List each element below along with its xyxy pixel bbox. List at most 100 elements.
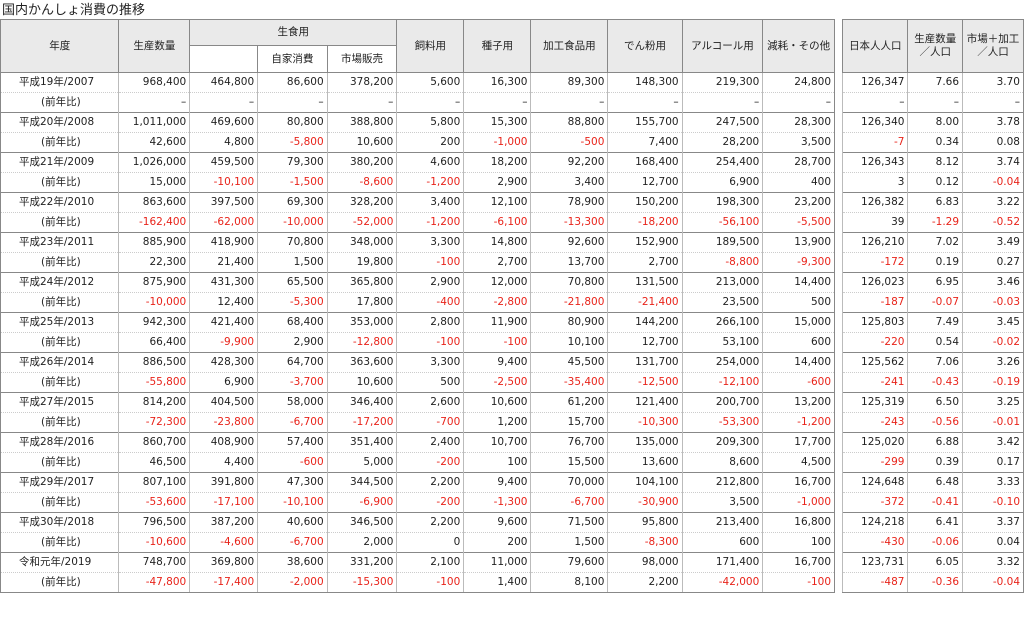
- header-food-self: 自家消費: [257, 45, 328, 73]
- cell-population: -187: [842, 292, 909, 313]
- cell-food-market: -17,200: [326, 412, 398, 433]
- cell-population: 126,023: [842, 272, 909, 293]
- table-row-diff: (前年比) -47,800 -17,400 -2,000 -15,300 -100 1,40…: [0, 572, 1024, 593]
- cell-alcohol: 247,500: [681, 112, 764, 133]
- cell-feed: 5,800: [396, 112, 465, 133]
- cell-food-market: 380,200: [326, 152, 398, 173]
- cell-seed: -1,000: [463, 132, 532, 153]
- cell-population: -172: [842, 252, 909, 273]
- cell-processed: 89,300: [530, 72, 609, 93]
- cell-loss: 16,700: [762, 472, 836, 493]
- cell-processed: 45,500: [530, 352, 609, 373]
- cell-seed: -100: [463, 332, 532, 353]
- cell-seed: 9,600: [463, 512, 532, 533]
- year-cell: 平成24年/2012: [0, 272, 120, 293]
- cell-market-per-cap: –: [962, 92, 1024, 113]
- cell-seed: 16,300: [463, 72, 532, 93]
- cell-food-market: 378,200: [326, 72, 398, 93]
- cell-market-per-cap: 0.08: [962, 132, 1024, 153]
- cell-food-market: 328,200: [326, 192, 398, 213]
- cell-processed: 3,400: [530, 172, 609, 193]
- cell-alcohol: 600: [681, 532, 764, 553]
- cell-alcohol: 189,500: [681, 232, 764, 253]
- cell-feed: 2,200: [396, 512, 465, 533]
- cell-population: -372: [842, 492, 909, 513]
- cell-alcohol: –: [681, 92, 764, 113]
- cell-population: 123,731: [842, 552, 909, 573]
- cell-prod-per-cap: -0.56: [907, 412, 964, 433]
- cell-market-per-cap: -0.04: [962, 172, 1024, 193]
- cell-starch: 131,700: [607, 352, 683, 373]
- cell-processed: 15,700: [530, 412, 609, 433]
- table-row-diff: (前年比) 66,400 -9,900 2,900 -12,800 -100 -100 10,…: [0, 332, 1024, 353]
- cell-alcohol: 212,800: [681, 472, 764, 493]
- cell-feed: 0: [396, 532, 465, 553]
- cell-food-total: -10,100: [189, 172, 259, 193]
- cell-food-total: 4,800: [189, 132, 259, 153]
- cell-seed: 9,400: [463, 472, 532, 493]
- cell-food-self: 2,900: [257, 332, 328, 353]
- cell-food-market: 331,200: [326, 552, 398, 573]
- cell-feed: 3,400: [396, 192, 465, 213]
- cell-feed: -700: [396, 412, 465, 433]
- cell-production: 942,300: [118, 312, 191, 333]
- header-market-per-cap: 市場＋加工 ／人口: [962, 19, 1024, 73]
- cell-seed: 14,800: [463, 232, 532, 253]
- cell-feed: -100: [396, 252, 465, 273]
- cell-seed: -2,500: [463, 372, 532, 393]
- table-row: 令和元年/2019 748,700 369,800 38,600 331,200 2,10…: [0, 552, 1024, 573]
- cell-food-self: 70,800: [257, 232, 328, 253]
- cell-food-total: 431,300: [189, 272, 259, 293]
- cell-prod-per-cap: 0.54: [907, 332, 964, 353]
- cell-food-total: 397,500: [189, 192, 259, 213]
- cell-prod-per-cap: 6.88: [907, 432, 964, 453]
- page-title: 国内かんしょ消費の推移: [2, 3, 146, 18]
- cell-feed: 2,800: [396, 312, 465, 333]
- cell-food-self: 38,600: [257, 552, 328, 573]
- cell-food-self: -600: [257, 452, 328, 473]
- cell-food-market: 388,800: [326, 112, 398, 133]
- cell-feed: -100: [396, 332, 465, 353]
- prev-year-label: (前年比): [0, 92, 120, 113]
- cell-starch: -21,400: [607, 292, 683, 313]
- prev-year-label: (前年比): [0, 132, 120, 153]
- cell-loss: -5,500: [762, 212, 836, 233]
- cell-market-per-cap: 3.32: [962, 552, 1024, 573]
- header-loss: 減耗・その他: [762, 19, 836, 73]
- cell-food-total: -17,100: [189, 492, 259, 513]
- table-row: 平成25年/2013 942,300 421,400 68,400 353,000 2,8…: [0, 312, 1024, 333]
- cell-loss: 16,800: [762, 512, 836, 533]
- cell-market-per-cap: 3.49: [962, 232, 1024, 253]
- cell-food-total: 418,900: [189, 232, 259, 253]
- cell-starch: -10,300: [607, 412, 683, 433]
- cell-alcohol: -56,100: [681, 212, 764, 233]
- cell-seed: 200: [463, 532, 532, 553]
- cell-population: 39: [842, 212, 909, 233]
- cell-alcohol: -12,100: [681, 372, 764, 393]
- cell-market-per-cap: 3.33: [962, 472, 1024, 493]
- header-food-total: [189, 45, 259, 73]
- cell-feed: -200: [396, 492, 465, 513]
- cell-alcohol: 23,500: [681, 292, 764, 313]
- header-alcohol: アルコール用: [681, 19, 764, 73]
- table-row: 平成27年/2015 814,200 404,500 58,000 346,400 2,6…: [0, 392, 1024, 413]
- cell-population: 124,218: [842, 512, 909, 533]
- cell-loss: -1,000: [762, 492, 836, 513]
- cell-production: -55,800: [118, 372, 191, 393]
- cell-feed: 2,100: [396, 552, 465, 573]
- cell-prod-per-cap: 0.39: [907, 452, 964, 473]
- cell-food-total: -62,000: [189, 212, 259, 233]
- cell-food-self: –: [257, 92, 328, 113]
- cell-alcohol: 28,200: [681, 132, 764, 153]
- cell-food-self: 69,300: [257, 192, 328, 213]
- cell-seed: 9,400: [463, 352, 532, 373]
- prev-year-label: (前年比): [0, 572, 120, 593]
- cell-prod-per-cap: 6.95: [907, 272, 964, 293]
- cell-seed: 11,900: [463, 312, 532, 333]
- cell-feed: 2,600: [396, 392, 465, 413]
- cell-production: 15,000: [118, 172, 191, 193]
- cell-production: 885,900: [118, 232, 191, 253]
- cell-food-self: 40,600: [257, 512, 328, 533]
- cell-market-per-cap: -0.52: [962, 212, 1024, 233]
- cell-production: -72,300: [118, 412, 191, 433]
